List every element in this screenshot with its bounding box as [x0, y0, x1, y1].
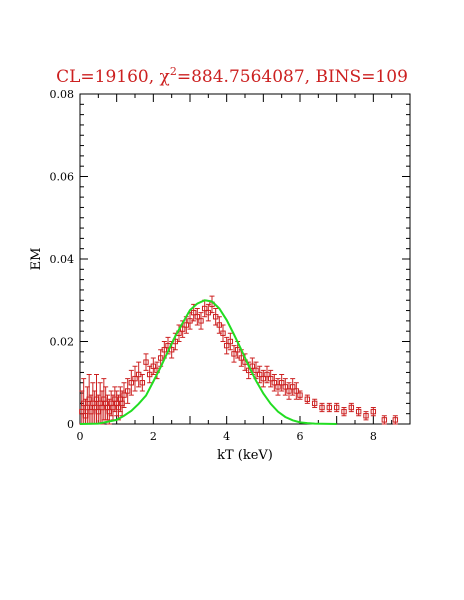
data-point: [256, 371, 263, 378]
data-point: [348, 404, 355, 411]
data-point: [88, 408, 94, 415]
data-point: [304, 396, 311, 402]
data-point: [84, 404, 91, 411]
data-point: [93, 396, 100, 402]
data-point: [179, 326, 186, 332]
data-point: [80, 400, 87, 407]
data-point: [139, 380, 146, 386]
data-point: [381, 417, 388, 423]
data-point: [150, 363, 157, 369]
data-point: [319, 404, 325, 411]
data-point: [355, 408, 362, 415]
data-point: [370, 408, 377, 415]
data-point: [264, 371, 270, 378]
data-point: [275, 384, 281, 390]
data-point: [231, 351, 237, 357]
data-point: [183, 322, 190, 328]
data-point: [157, 355, 164, 361]
data-point: [146, 371, 153, 378]
data-point: [82, 413, 89, 419]
data-point: [161, 347, 168, 353]
data-point: [205, 309, 212, 316]
data-point: [135, 371, 142, 378]
data-point: [190, 309, 197, 316]
x-tick-label: 8: [370, 430, 377, 443]
data-point: [91, 404, 98, 411]
data-point: [201, 305, 208, 312]
data-point: [326, 404, 333, 411]
data-point: [220, 330, 226, 336]
data-point: [212, 314, 219, 320]
data-point: [79, 408, 85, 415]
data-point: [143, 359, 149, 365]
tick-labels: 0 2 4 6 8 0 0.02 0.04 0.06 0.08: [50, 88, 377, 443]
y-tick-label: 0.08: [50, 88, 75, 101]
data-point: [249, 363, 256, 369]
data-point: [194, 314, 201, 320]
data-point: [289, 384, 296, 390]
data-point: [132, 375, 138, 382]
plot-frame: [79, 93, 411, 425]
y-tick-label: 0.02: [50, 336, 75, 349]
x-tick-label: 2: [150, 430, 157, 443]
chart-title-chi: χ: [160, 67, 170, 87]
y-tick-label: 0.06: [50, 171, 75, 184]
data-point: [115, 404, 122, 411]
data-point: [293, 388, 300, 394]
data-point: [253, 367, 259, 374]
x-tick-label: 4: [223, 430, 230, 443]
y-axis-label: EM: [29, 248, 44, 271]
data-points: [79, 301, 399, 423]
data-point: [128, 380, 135, 386]
y-tick-label: 0: [67, 418, 74, 431]
data-point: [333, 404, 340, 411]
data-point: [223, 342, 230, 349]
data-point: [267, 375, 274, 382]
data-point: [363, 413, 369, 419]
data-point: [260, 375, 267, 382]
data-point: [234, 347, 241, 353]
data-point: [227, 338, 234, 345]
data-point: [121, 392, 127, 398]
data-point: [282, 384, 289, 390]
data-point: [271, 380, 278, 386]
data-point: [238, 355, 245, 361]
data-point: [110, 404, 116, 411]
data-point: [95, 408, 102, 415]
data-point: [99, 404, 105, 411]
axis-ticks: [79, 93, 411, 425]
data-point: [86, 396, 92, 402]
data-point: [124, 388, 131, 394]
data-point: [286, 388, 292, 394]
chart-title: CL=19160, χ2=884.7564087, BINS=109: [56, 65, 408, 87]
data-point: [216, 322, 223, 328]
data-point: [392, 417, 399, 423]
x-tick-label: 0: [77, 430, 84, 443]
data-point: [198, 318, 204, 324]
data-point: [341, 408, 347, 415]
y-tick-label: 0.04: [50, 253, 75, 266]
chart-title-rest: =884.7564087, BINS=109: [177, 67, 408, 87]
data-point: [106, 408, 113, 415]
data-point: [297, 392, 303, 398]
chart-title-lead: CL=19160,: [56, 67, 159, 87]
data-point: [187, 318, 193, 324]
chart-title-superscript: 2: [170, 65, 177, 78]
x-axis-label: kT (keV): [217, 448, 273, 463]
x-tick-label: 6: [297, 430, 304, 443]
data-point: [278, 380, 285, 386]
data-point: [311, 400, 318, 407]
model-curve: [79, 299, 337, 425]
data-point: [119, 400, 125, 407]
